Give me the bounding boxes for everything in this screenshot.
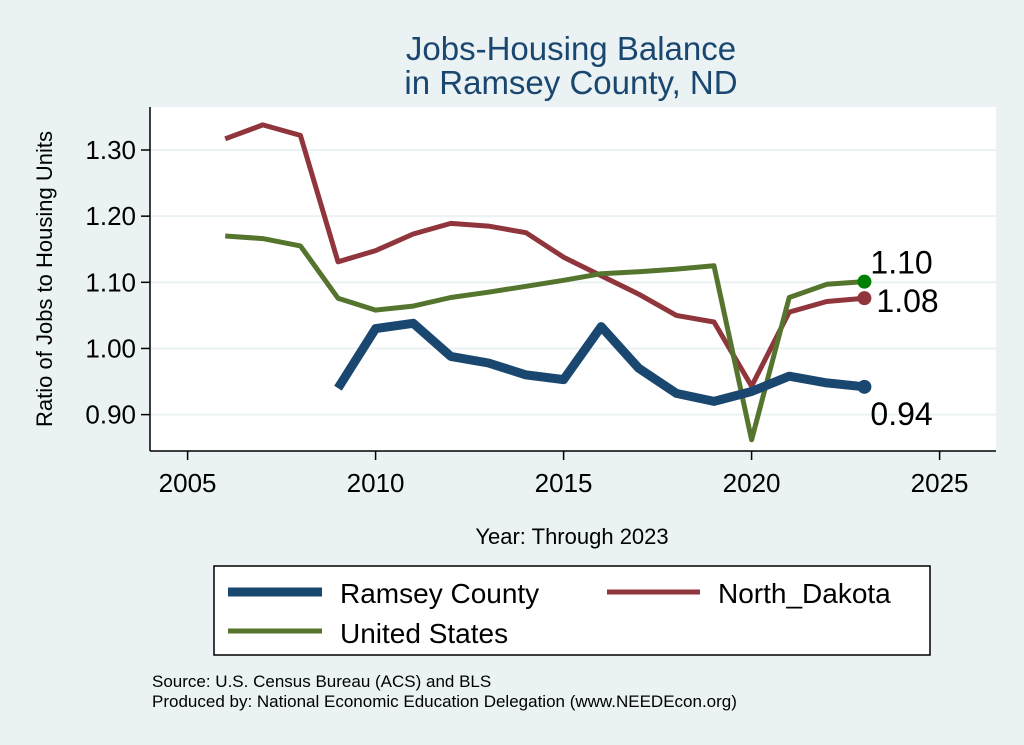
x-tick-label: 2010 [347,468,405,498]
end-point-marker [857,274,872,289]
series-lines [224,122,865,443]
legend-label: North_Dakota [718,578,891,609]
y-tick-label: 1.10 [85,267,136,297]
end-point-label: 1.08 [876,283,938,319]
series-end-points: 0.94 1.081.10 [857,245,939,432]
legend-items: Ramsey County North_Dakota United States [228,578,891,649]
series-line-ramsey-county [334,318,865,406]
x-tick-label: 2025 [911,468,969,498]
axes [141,107,996,460]
chart-title: Jobs-Housing Balance [406,30,736,67]
x-tick-label: 2015 [535,468,593,498]
series-line-north-dakota [224,122,865,389]
end-point-marker [857,291,872,306]
y-tick-label: 0.90 [85,400,136,430]
x-axis-label: Year: Through 2023 [475,524,668,549]
end-point-marker [857,379,872,394]
legend [213,565,931,656]
y-tick-label: 1.20 [85,201,136,231]
y-tick-labels: 0.90 1.00 1.10 1.20 1.30 [85,135,136,430]
producer-note: Produced by: National Economic Education… [152,692,737,711]
series-line-united-states [225,233,865,443]
source-note: Source: U.S. Census Bureau (ACS) and BLS [152,672,491,691]
legend-label: Ramsey County [340,578,539,609]
end-point-label: 0.94 [870,396,932,432]
y-tick-label: 1.30 [85,135,136,165]
y-tick-label: 1.00 [85,333,136,363]
legend-label: United States [340,618,508,649]
end-point-label: 1.10 [870,245,932,281]
x-tick-labels: 2005 2010 2015 2020 2025 [159,468,969,498]
chart-subtitle: in Ramsey County, ND [404,64,737,101]
y-axis-label: Ratio of Jobs to Housing Units [32,131,57,427]
x-tick-label: 2020 [723,468,781,498]
x-tick-label: 2005 [159,468,217,498]
